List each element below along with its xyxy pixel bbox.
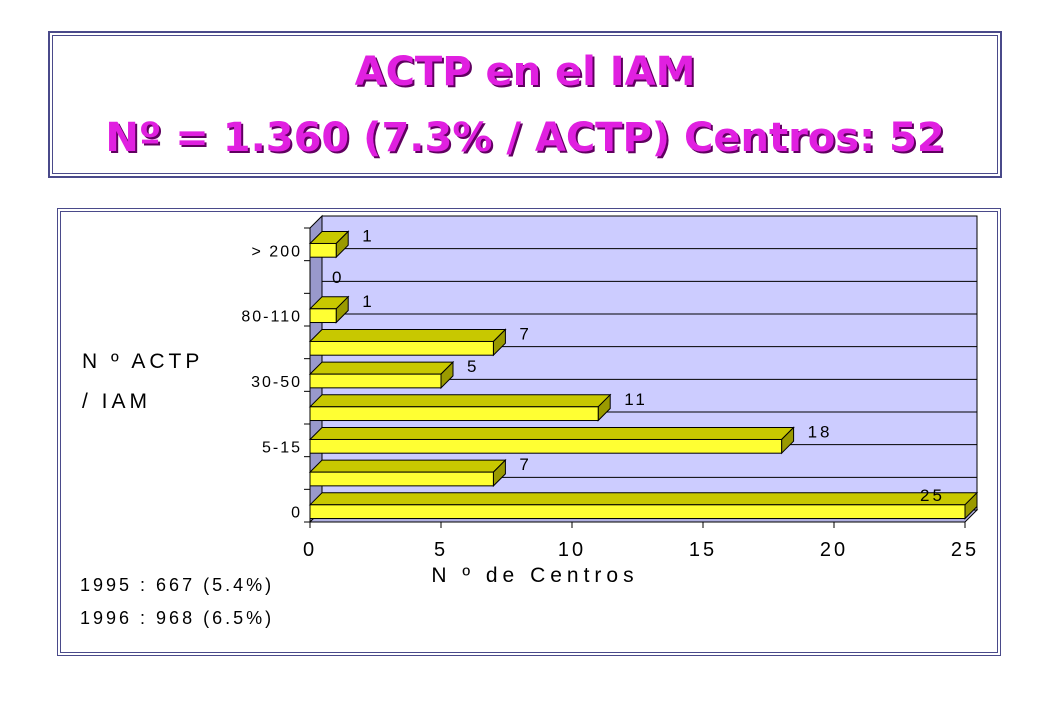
data-label: 5	[467, 357, 479, 376]
x-tick-label: 20	[820, 539, 848, 561]
bar	[309, 242, 337, 258]
data-label: 0	[332, 268, 344, 287]
y-tick-label: 5-15	[262, 439, 302, 456]
data-label: 18	[808, 422, 833, 441]
bar	[309, 373, 442, 389]
bar	[309, 438, 783, 454]
bar-top-face	[308, 328, 507, 342]
x-tick-label: 25	[951, 539, 979, 561]
y-tick-label: 0	[291, 505, 302, 522]
y-axis-label-line1: N º ACTP	[82, 350, 204, 373]
bar-top-face	[308, 459, 507, 473]
x-tick-label: 0	[303, 539, 317, 561]
x-axis-label: N º de Centros	[431, 564, 639, 587]
data-label: 7	[519, 455, 531, 474]
x-tick-label: 10	[558, 539, 586, 561]
bar	[309, 308, 337, 324]
bar-top-face	[308, 394, 612, 408]
title-line-1: ACTP en el IAM	[354, 49, 696, 95]
data-label: 7	[519, 324, 531, 343]
data-label: 25	[920, 486, 945, 505]
chart-box	[57, 208, 1001, 656]
bar-top-face	[308, 426, 795, 440]
y-axis-label-line2: / IAM	[82, 390, 152, 413]
data-label: 1	[362, 292, 374, 311]
x-tick-label: 5	[434, 539, 448, 561]
note-1995: 1995 : 667 (5.4%)	[80, 575, 275, 595]
bar-top-face	[308, 492, 979, 506]
y-tick-label: 30-50	[251, 374, 302, 391]
bar-top-face	[308, 361, 455, 375]
bar	[309, 406, 599, 422]
note-1996: 1996 : 968 (6.5%)	[80, 608, 275, 628]
data-label: 11	[624, 390, 648, 409]
y-tick-label: 80-110	[241, 309, 302, 326]
title-line-2: Nº = 1.360 (7.3% / ACTP) Centros: 52	[105, 115, 945, 161]
title-box: ACTP en el IAM Nº = 1.360 (7.3% / ACTP) …	[48, 31, 1002, 178]
y-tick-label: > 200	[252, 243, 302, 260]
bar	[309, 504, 966, 520]
x-tick-label: 15	[689, 539, 717, 561]
bar	[309, 471, 494, 487]
bar	[309, 340, 494, 356]
data-label: 1	[362, 226, 374, 245]
